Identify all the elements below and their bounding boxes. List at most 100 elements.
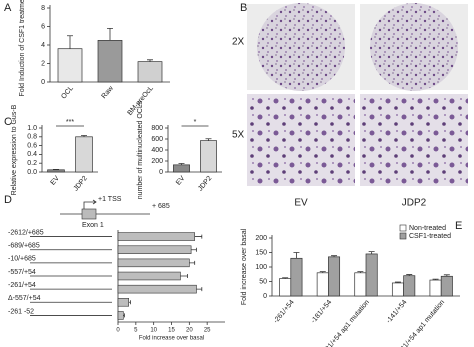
annotation: Exon 1 [82, 222, 104, 229]
bar [117, 271, 181, 281]
x-tick-label: Raw [101, 84, 116, 100]
tss-arrow [83, 199, 97, 209]
x-tick-label: EV [50, 175, 62, 187]
error-bar [147, 59, 153, 62]
y-axis-label: Fold Induction of CSF1 treatment [19, 0, 26, 97]
x-tick-label: -141/+54 [385, 299, 408, 325]
panel-label: B [240, 2, 247, 14]
error-bar [394, 281, 401, 283]
error-bar [357, 271, 364, 273]
annotation: +1 TSS [98, 196, 122, 203]
error-bar [191, 247, 197, 252]
y-tick-label: 0 [159, 169, 163, 176]
bar [173, 164, 190, 173]
y-axis-label: Relative expression to Gus-B [11, 104, 18, 195]
y-tick-label: 200 [151, 158, 163, 165]
y-tick-label: -10/+685 [8, 256, 36, 263]
bar [117, 232, 195, 241]
y-axis-label: Fold increase over basal [241, 228, 248, 305]
y-tick-label: 800 [151, 125, 163, 132]
bar [316, 272, 329, 297]
y-tick-label: 0.8 [27, 134, 37, 141]
y-tick-label: 1.0 [27, 125, 37, 132]
x-tick-label: -181/+54 [310, 299, 333, 325]
bar [47, 169, 65, 173]
x-tick-label: 10 [150, 328, 157, 334]
y-tick-label: 0.0 [27, 169, 37, 176]
y-tick-label: 0 [41, 79, 45, 86]
y-tick-label: 400 [151, 147, 163, 154]
bar [290, 257, 303, 297]
y-tick-label: 50 [259, 278, 267, 285]
error-bar [107, 27, 113, 41]
y-tick-label: 0.6 [27, 142, 37, 149]
bar [117, 258, 190, 268]
panel-label: A [4, 2, 12, 14]
error-bar [189, 260, 196, 265]
y-tick-label: 150 [255, 249, 267, 256]
bar [440, 275, 453, 297]
bar [117, 284, 197, 294]
error-bar [443, 274, 450, 277]
row-label: 2X [232, 37, 245, 48]
column-label: JDP2 [402, 198, 427, 209]
error-bar [432, 278, 439, 281]
exon [81, 208, 97, 220]
error-bar [406, 274, 413, 276]
x-tick-label: 5 [134, 328, 138, 334]
error-bar [293, 252, 300, 259]
y-tick-label: -557/+54 [8, 269, 36, 276]
error-bar [81, 135, 87, 137]
error-bar [319, 271, 326, 273]
bar [365, 253, 378, 297]
y-tick-label: 0.2 [27, 160, 37, 167]
error-bar [282, 277, 289, 279]
x-tick-label: 25 [204, 328, 211, 334]
bar [200, 140, 217, 173]
panel-label: C [4, 116, 12, 128]
bar [429, 279, 442, 297]
y-tick-label: 600 [151, 136, 163, 143]
bar [391, 282, 404, 297]
annotation: + 685 [152, 203, 170, 210]
error-bar [67, 35, 73, 49]
x-tick-label: OCL [60, 85, 75, 101]
y-tick-label: 6 [41, 23, 45, 30]
error-bar [368, 251, 375, 254]
error-bar [123, 313, 125, 318]
bar [328, 256, 341, 297]
legend-label: Non-treated [409, 225, 446, 232]
y-tick-label: -2612/+685 [8, 229, 44, 236]
legend-swatch [399, 224, 407, 232]
y-tick-label: -689/+685 [8, 243, 40, 250]
error-bar [194, 234, 203, 239]
error-bar [180, 274, 188, 278]
x-tick-label: 0 [116, 328, 120, 334]
error-bar [128, 300, 131, 305]
x-tick-label: -261/+54 [272, 299, 295, 325]
bar [279, 278, 292, 297]
legend-label: CSF1-treated [409, 233, 451, 240]
y-tick-label: 4 [41, 42, 45, 49]
panel-label: D [4, 194, 12, 206]
bar [57, 48, 83, 83]
y-tick-label: 0.4 [27, 151, 37, 158]
x-tick-label: EV [175, 175, 187, 187]
y-tick-label: 8 [41, 5, 45, 12]
row-label: 5X [232, 130, 245, 141]
panel-label: E [455, 220, 462, 232]
x-tick-label: 15 [168, 328, 175, 334]
x-axis-label: Fold increase over basal [139, 336, 204, 342]
bar [117, 298, 129, 307]
y-tick-label: 2 [41, 60, 45, 67]
bar [403, 275, 416, 297]
legend-swatch [399, 232, 407, 240]
bar [354, 272, 367, 297]
x-tick-label: JDP2 [73, 175, 89, 193]
x-tick-label: 20 [186, 328, 193, 334]
y-tick-label: 0 [263, 293, 267, 300]
significance: *** [66, 119, 74, 126]
y-tick-label: Δ-557/+54 [8, 295, 41, 302]
y-axis-label: number of multinucleated OCLs [137, 100, 144, 199]
